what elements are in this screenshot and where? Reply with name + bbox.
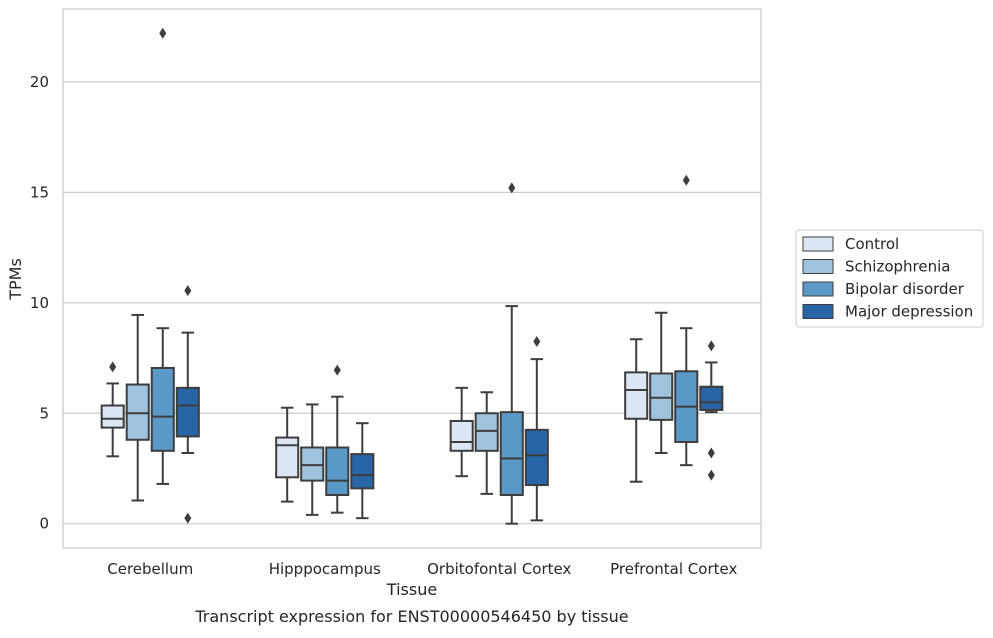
legend: Control Schizophrenia Bipolar disorder Majo… [795, 229, 984, 328]
x-tick-labels: Cerebellum Hipppocampus Orbitofontal Corte… [107, 560, 737, 578]
outlier-point [707, 469, 715, 481]
box-schizophrenia [300, 403, 325, 516]
legend-swatch [802, 259, 834, 274]
box-control [100, 361, 125, 458]
legend-items: Control Schizophrenia Bipolar disorder Majo… [802, 235, 973, 321]
outlier-point [707, 447, 715, 459]
x-tick-label: Prefrontal Cortex [610, 560, 737, 578]
box-bipolar-disorder [674, 174, 699, 467]
box-major-depression [175, 285, 200, 524]
outlier-point [682, 174, 690, 186]
box-bipolar-disorder [325, 364, 350, 514]
outlier-point [184, 512, 192, 524]
box-body [649, 372, 674, 421]
x-tick-label: Orbitofontal Cortex [427, 560, 571, 578]
box-body [150, 366, 175, 452]
box-major-depression [524, 335, 549, 522]
box-body [624, 371, 649, 420]
y-axis-label: TPMs [6, 258, 25, 301]
box-major-depression [699, 340, 724, 481]
y-tick-labels: 0 5 10 15 20 [30, 73, 49, 533]
box-body [125, 383, 150, 441]
outlier-point [109, 361, 117, 373]
box-bipolar-disorder [499, 182, 524, 525]
outlier-point [333, 364, 341, 376]
legend-label: Major depression [845, 303, 973, 321]
box-control [449, 386, 474, 478]
legend-swatch [802, 236, 834, 252]
y-tick-label: 20 [30, 73, 49, 91]
legend-label: Bipolar disorder [845, 280, 965, 298]
outlier-point [707, 340, 715, 352]
box-body [275, 436, 300, 479]
y-tick-label: 5 [39, 404, 49, 422]
legend-swatch [802, 281, 834, 297]
outlier-point [533, 335, 541, 347]
box-body [524, 428, 549, 487]
box-body [474, 412, 499, 452]
box-major-depression [350, 422, 375, 520]
y-tick-label: 10 [30, 294, 49, 312]
box-body [499, 411, 524, 496]
plot-frame [62, 8, 762, 549]
outlier-point [508, 182, 516, 194]
grid-layer [63, 81, 761, 525]
y-tick-label: 15 [30, 183, 49, 201]
box-bipolar-disorder [150, 27, 175, 485]
legend-label: Control [845, 235, 899, 253]
box-body [100, 404, 125, 429]
box-control [624, 338, 649, 483]
box-control [275, 406, 300, 503]
box-body [175, 386, 200, 438]
box-layer [100, 27, 724, 525]
box-schizophrenia [649, 311, 674, 455]
x-tick-label: Hipppocampus [269, 560, 381, 578]
box-body [325, 446, 350, 496]
box-body [699, 385, 724, 411]
chart-title: Transcript expression for ENST0000054645… [194, 607, 628, 626]
y-tick-label: 0 [39, 515, 49, 533]
box-body [300, 446, 325, 482]
box-body [350, 453, 375, 490]
x-axis-label: Tissue [386, 580, 437, 599]
box-body [449, 419, 474, 452]
outlier-point [184, 285, 192, 297]
legend-label: Schizophrenia [845, 258, 950, 276]
legend-frame [795, 229, 984, 328]
legend-swatch [802, 304, 834, 319]
box-schizophrenia [474, 391, 499, 495]
x-tick-label: Cerebellum [107, 560, 193, 578]
box-schizophrenia [125, 313, 150, 502]
outlier-point [159, 27, 167, 39]
